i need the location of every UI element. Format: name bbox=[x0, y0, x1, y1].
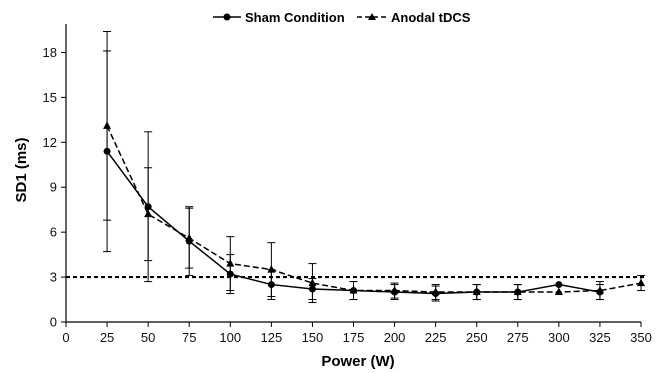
x-tick-label: 275 bbox=[507, 330, 529, 345]
anodal-point bbox=[513, 287, 522, 296]
x-tick-label: 200 bbox=[384, 330, 406, 345]
anodal-point bbox=[349, 286, 358, 294]
sham-point bbox=[226, 270, 234, 278]
y-tick-label: 9 bbox=[50, 180, 57, 195]
y-tick-label: 6 bbox=[50, 225, 57, 240]
anodal-point bbox=[390, 286, 399, 294]
sham-point bbox=[267, 281, 275, 289]
x-tick-label: 225 bbox=[425, 330, 447, 345]
anodal-point bbox=[185, 233, 194, 242]
anodal-point bbox=[103, 121, 112, 129]
sham-point bbox=[308, 285, 316, 293]
y-axis-title: SD1 (ms) bbox=[13, 137, 30, 202]
x-tick-label: 250 bbox=[466, 330, 488, 345]
anodal-point bbox=[144, 209, 153, 218]
anodal-point bbox=[472, 287, 481, 296]
legend: Sham Condition Anodal tDCS bbox=[213, 10, 471, 25]
x-tick-label: 325 bbox=[589, 330, 611, 345]
anodal-series-line bbox=[106, 125, 642, 293]
x-tick-label: 125 bbox=[261, 330, 283, 345]
y-tick-label: 3 bbox=[50, 270, 57, 285]
legend-item-anodal: Anodal tDCS bbox=[357, 10, 471, 25]
y-tick-label: 18 bbox=[43, 45, 57, 60]
sham-point bbox=[555, 281, 563, 289]
error-bars bbox=[103, 30, 645, 304]
legend-anodal-marker bbox=[368, 13, 376, 20]
x-tick-label: 0 bbox=[62, 330, 69, 345]
x-tick-label: 300 bbox=[548, 330, 570, 345]
anodal-point bbox=[267, 265, 276, 273]
anodal-point bbox=[637, 278, 645, 287]
x-tick-label: 50 bbox=[141, 330, 155, 345]
legend-item-sham: Sham Condition bbox=[213, 10, 345, 25]
y-tick-label: 12 bbox=[43, 135, 57, 150]
x-tick-label: 350 bbox=[630, 330, 652, 345]
x-axis: 0 25 50 75 100 125 150 175 200 225 250 275 300 325 350 bbox=[62, 321, 652, 345]
sham-point bbox=[103, 147, 111, 155]
sham-point bbox=[144, 203, 152, 211]
legend-anodal-label: Anodal tDCS bbox=[391, 10, 471, 25]
legend-sham-marker bbox=[223, 13, 231, 21]
anodal-point bbox=[554, 287, 563, 296]
x-axis-title: Power (W) bbox=[321, 353, 394, 370]
sham-series-line bbox=[106, 150, 601, 295]
legend-sham-label: Sham Condition bbox=[245, 10, 345, 25]
x-tick-label: 175 bbox=[343, 330, 365, 345]
x-tick-label: 100 bbox=[219, 330, 241, 345]
anodal-point bbox=[431, 287, 440, 296]
anodal-point bbox=[595, 286, 604, 294]
data-points bbox=[103, 121, 645, 298]
x-tick-label: 75 bbox=[182, 330, 196, 345]
x-tick-label: 150 bbox=[302, 330, 324, 345]
y-tick-label: 0 bbox=[50, 315, 57, 330]
x-tick-label: 25 bbox=[100, 330, 114, 345]
anodal-point bbox=[226, 259, 235, 267]
anodal-point bbox=[308, 278, 317, 287]
y-tick-label: 15 bbox=[43, 90, 57, 105]
y-axis: 0 3 6 9 12 15 18 bbox=[43, 24, 67, 330]
